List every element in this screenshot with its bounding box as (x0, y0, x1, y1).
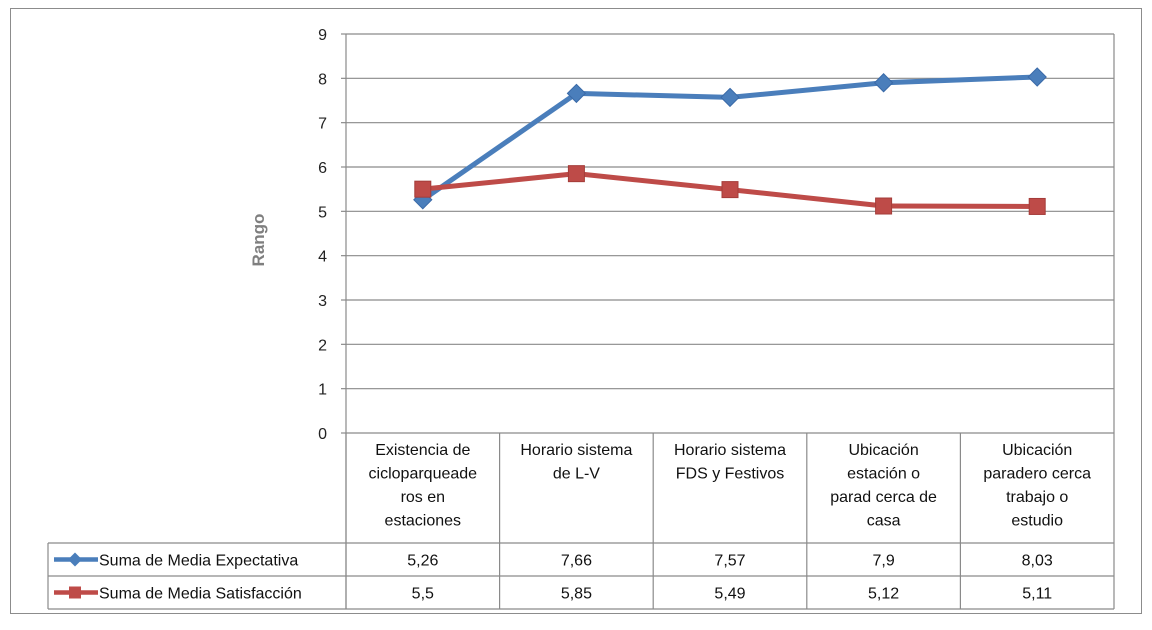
table-value-cell: 5,5 (412, 586, 434, 603)
y-tick-label: 5 (318, 204, 327, 221)
table-value-cell: 7,9 (872, 553, 894, 570)
table-value-cell: 5,85 (561, 586, 592, 603)
category-label: Ubicación (848, 442, 918, 459)
y-tick-label: 9 (318, 27, 327, 44)
data-point-expectativa (566, 83, 587, 104)
data-point-satisfaccion (414, 180, 432, 198)
legend-diamond-marker (68, 552, 82, 567)
data-point-satisfaccion (1028, 197, 1046, 215)
table-value-cell: 7,66 (561, 553, 592, 570)
category-label: Existencia de (375, 442, 470, 459)
y-axis-label: Rango (249, 214, 268, 267)
category-label: estudio (1011, 513, 1063, 530)
y-tick-label: 3 (318, 293, 327, 310)
legend-square-marker (69, 586, 81, 599)
y-tick-label: 4 (318, 249, 327, 266)
table-value-cell: 5,11 (1022, 586, 1052, 603)
y-tick-label: 0 (318, 426, 327, 443)
category-label: Horario sistema (674, 442, 786, 459)
series-lines (413, 67, 1047, 215)
category-label: paradero cerca (983, 466, 1091, 483)
y-tick-label: 8 (318, 71, 327, 88)
category-label: de L-V (553, 466, 600, 483)
data-point-expectativa (720, 87, 740, 108)
category-label: parad cerca de (830, 489, 937, 506)
data-point-expectativa (873, 73, 894, 93)
data-point-satisfaccion (721, 181, 739, 199)
data-table: Existencia de cicloparqueade ros en estacio… (47, 34, 1115, 610)
legend-label: Suma de Media Satisfacción (99, 586, 302, 603)
category-label: cicloparqueade (369, 466, 478, 483)
y-tick-label: 1 (318, 382, 327, 399)
category-label: Ubicación (1002, 442, 1072, 459)
y-tick-label: 6 (318, 160, 327, 177)
category-label: trabajo o (1006, 489, 1068, 506)
legend-label: Suma de Media Expectativa (99, 553, 298, 570)
category-label: estación o (847, 466, 920, 483)
chart-frame (10, 8, 1142, 614)
data-point-expectativa (1027, 67, 1047, 87)
y-axis-ticks: 0 1 2 3 4 5 6 7 8 9 (318, 27, 327, 443)
table-value-cell: 8,03 (1022, 553, 1053, 570)
table-value-cell: 5,26 (407, 553, 438, 570)
table-value-cell: 7,57 (714, 553, 745, 570)
category-label: Horario sistema (520, 442, 632, 459)
table-value-cell: 5,49 (714, 586, 745, 603)
y-tick-label: 2 (318, 337, 327, 354)
category-label: estaciones (385, 513, 462, 530)
category-label: FDS y Festivos (676, 466, 784, 483)
y-tick-label: 7 (318, 116, 327, 133)
category-label: casa (867, 513, 901, 530)
data-point-satisfaccion (875, 197, 893, 215)
table-value-cell: 5,12 (868, 586, 899, 603)
category-label: ros en (401, 489, 445, 506)
data-point-satisfaccion (567, 165, 585, 183)
